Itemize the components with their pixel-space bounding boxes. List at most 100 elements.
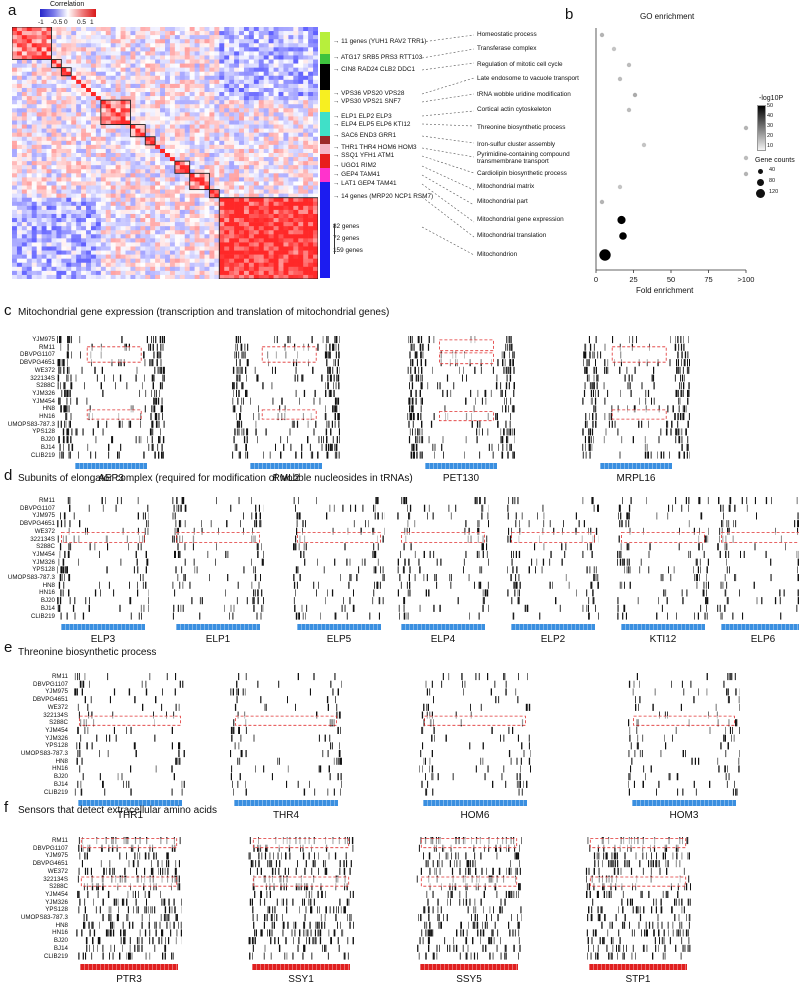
heatmap-cell [303, 60, 308, 64]
heatmap-cell [37, 80, 42, 84]
heatmap-cell [195, 234, 200, 238]
heatmap-cell [91, 64, 96, 68]
heatmap-cell [61, 125, 66, 129]
heatmap-cell [195, 64, 200, 68]
read-mark [68, 375, 69, 382]
heatmap-cell [283, 104, 288, 108]
heatmap-cell [135, 129, 140, 133]
read-mark [330, 428, 331, 435]
heatmap-cell [56, 259, 61, 263]
heatmap-cell [106, 190, 111, 194]
heatmap-cell [165, 60, 170, 64]
heatmap-cell [91, 157, 96, 161]
heatmap-cell [180, 271, 185, 275]
heatmap-cell [269, 259, 274, 263]
heatmap-cell [96, 145, 101, 149]
read-mark [447, 375, 448, 382]
heatmap-cell [37, 242, 42, 246]
heatmap-cell [47, 226, 52, 230]
heatmap-cell [175, 88, 180, 92]
heatmap-cell [32, 234, 37, 238]
heatmap-cell [27, 210, 32, 214]
heatmap-cell [22, 251, 27, 255]
heatmap-cell [96, 47, 101, 51]
heatmap-cell [130, 68, 135, 72]
heatmap-cell [51, 31, 56, 35]
heatmap-cell [81, 173, 86, 177]
heatmap-cell [56, 222, 61, 226]
heatmap-cell [313, 35, 318, 39]
heatmap-cell [204, 194, 209, 198]
heatmap-cell [71, 104, 76, 108]
heatmap-cell [145, 214, 150, 218]
heatmap-cell [274, 202, 279, 206]
heatmap-cell [155, 210, 160, 214]
heatmap-cell [200, 84, 205, 88]
heatmap-cell [254, 263, 259, 267]
heatmap-cell [106, 214, 111, 218]
heatmap-cell [234, 218, 239, 222]
heatmap-cell [86, 72, 91, 76]
heatmap-cell [170, 100, 175, 104]
heatmap-cell [51, 169, 56, 173]
read-mark [69, 421, 70, 428]
heatmap-cell [165, 194, 170, 198]
heatmap-cell [71, 218, 76, 222]
read-mark [236, 382, 237, 389]
read-mark [153, 344, 154, 351]
heatmap-cell [81, 137, 86, 141]
heatmap-cell [234, 55, 239, 59]
heatmap-cell [303, 173, 308, 177]
heatmap-cell [160, 43, 165, 47]
heatmap-cell [106, 234, 111, 238]
read-mark [514, 382, 515, 389]
heatmap-cell [234, 190, 239, 194]
heatmap-cell [47, 238, 52, 242]
heatmap-cell [229, 263, 234, 267]
read-mark [164, 336, 165, 343]
heatmap-cell [283, 251, 288, 255]
heatmap-cell [234, 202, 239, 206]
read-mark [585, 344, 586, 351]
heatmap-cell [234, 80, 239, 84]
heatmap-cell [274, 165, 279, 169]
heatmap-cell [298, 120, 303, 124]
heatmap-cell [96, 51, 101, 55]
read-mark [334, 359, 335, 366]
strain-label: YJM454 [0, 398, 55, 406]
heatmap-cell [145, 169, 150, 173]
heatmap-cell [170, 165, 175, 169]
heatmap-cell [86, 137, 91, 141]
heatmap-cell [293, 251, 298, 255]
heatmap-cell [130, 161, 135, 165]
heatmap-cell [61, 60, 66, 64]
heatmap-cell [145, 116, 150, 120]
heatmap-cell [308, 177, 313, 181]
heatmap-cell [209, 133, 214, 137]
heatmap-cell [126, 125, 131, 129]
heatmap-cell [51, 35, 56, 39]
read-mark [442, 390, 443, 397]
heatmap-cell [200, 222, 205, 226]
heatmap-cell [214, 251, 219, 255]
heatmap-cell [12, 104, 17, 108]
heatmap-cell [51, 165, 56, 169]
heatmap-cell [269, 72, 274, 76]
heatmap-cell [229, 84, 234, 88]
heatmap-cell [204, 173, 209, 177]
heatmap-cell [27, 226, 32, 230]
heatmap-cell [200, 218, 205, 222]
read-mark [336, 452, 337, 459]
heatmap-cell [135, 51, 140, 55]
heatmap-cell [61, 165, 66, 169]
heatmap-cell [160, 165, 165, 169]
heatmap-cell [126, 194, 131, 198]
read-mark [151, 336, 152, 343]
heatmap-cell [274, 133, 279, 137]
heatmap-cell [140, 165, 145, 169]
heatmap-cell [150, 64, 155, 68]
heatmap-cell [116, 271, 121, 275]
heatmap-cell [249, 181, 254, 185]
heatmap-cell [244, 169, 249, 173]
heatmap-cell [279, 206, 284, 210]
